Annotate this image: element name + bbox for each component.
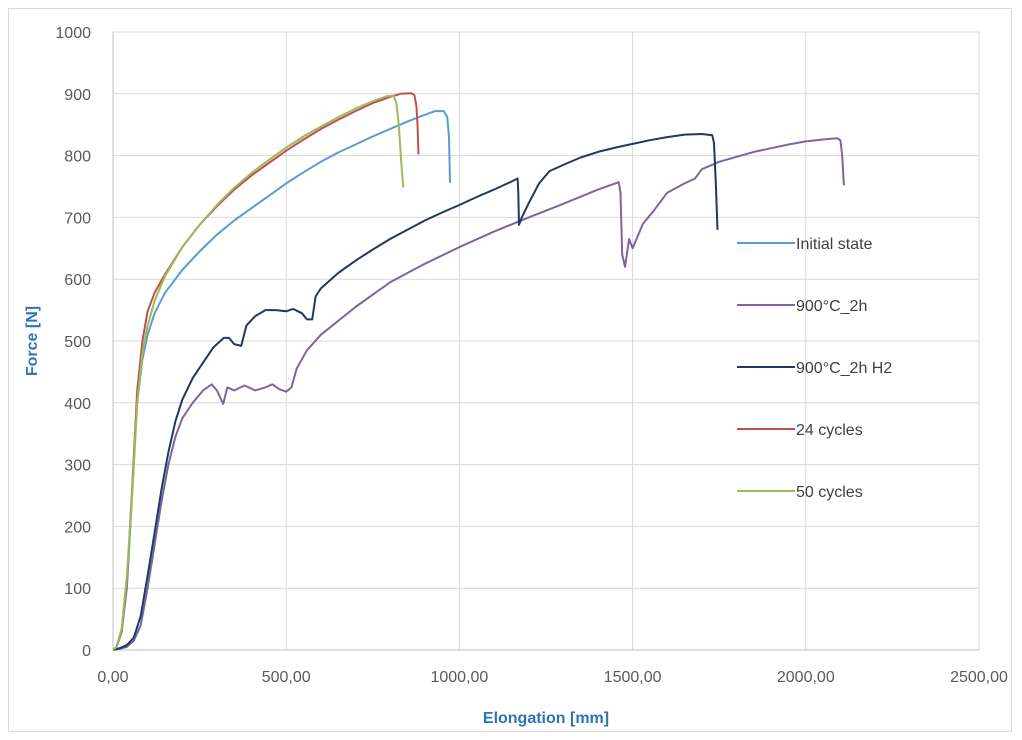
y-tick-label: 400 [64, 396, 91, 413]
chart-frame [8, 8, 1012, 732]
series-line [112, 92, 420, 651]
x-tick-label: 0,00 [97, 669, 128, 686]
y-tick-label: 0 [82, 643, 91, 660]
series-lines [112, 92, 845, 651]
series-line [112, 137, 845, 651]
y-tick-label: 800 [64, 149, 91, 166]
legend-label: 24 cycles [796, 422, 863, 439]
series-line [112, 110, 451, 651]
y-tick-label: 700 [64, 210, 91, 227]
x-tick-label: 1500,00 [604, 669, 662, 686]
y-tick-label: 1000 [55, 25, 91, 42]
legend: Initial state 900°C_2h 900°C_2h H2 24 cycle… [737, 236, 892, 501]
y-tick-label: 600 [64, 272, 91, 289]
legend-label: 900°C_2h H2 [796, 360, 892, 377]
x-axis-title: Elongation [mm] [483, 710, 609, 727]
x-tick-label: 500,00 [262, 669, 311, 686]
legend-label: 900°C_2h [796, 298, 867, 315]
series-line [112, 133, 719, 651]
y-tick-label: 900 [64, 87, 91, 104]
legend-label: 50 cycles [796, 484, 863, 501]
legend-label: Initial state [796, 236, 873, 253]
y-tick-label: 100 [64, 581, 91, 598]
x-tick-label: 2500,00 [950, 669, 1008, 686]
y-axis-title: Force [N] [24, 306, 41, 376]
axes [112, 32, 979, 651]
x-tick-label: 1000,00 [430, 669, 488, 686]
y-tick-label: 200 [64, 519, 91, 536]
series-line [112, 94, 405, 651]
x-tick-label: 2000,00 [777, 669, 835, 686]
tick-labels: 0 100 200 300 400 500 600 700 800 900 1000 0,00 500,… [55, 25, 1008, 686]
y-tick-label: 300 [64, 458, 91, 475]
gridlines [113, 31, 980, 650]
y-tick-label: 500 [64, 334, 91, 351]
